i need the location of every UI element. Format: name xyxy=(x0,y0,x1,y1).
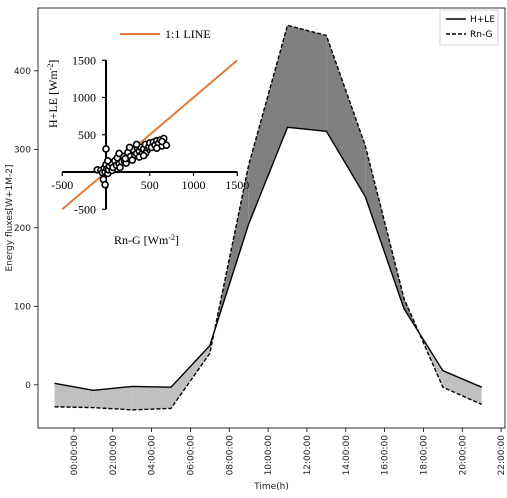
fill-regions xyxy=(54,25,482,410)
fill-segment xyxy=(171,345,210,409)
x-axis-title: Time(h) xyxy=(253,482,289,492)
legend: H+LE Rn-G xyxy=(439,9,499,46)
x-tick-label: 04:00:00 xyxy=(148,435,158,476)
inset-point xyxy=(139,151,148,160)
inset-x-tick-label: 1000 xyxy=(182,178,206,192)
x-tick-label: 12:00:00 xyxy=(303,435,313,476)
y-tick-label: 200 xyxy=(14,224,31,234)
inset-x-ticks: -500050010001500 xyxy=(51,172,249,192)
y-tick-label: 400 xyxy=(14,67,31,77)
plot-frame xyxy=(37,7,506,429)
x-tick-label: 02:00:00 xyxy=(109,435,119,476)
inset-point xyxy=(121,154,130,163)
fill-segment xyxy=(442,370,482,405)
inset-point xyxy=(153,144,161,152)
inset-x-axis-title: Rn-G [Wm-2] xyxy=(114,233,179,248)
y-axis-title: Energy fluxes[W+1M-2] xyxy=(5,165,15,272)
inset-point xyxy=(125,143,134,152)
inset-point xyxy=(116,163,124,172)
inset-y-tick-label: -500 xyxy=(74,202,96,216)
inset-point xyxy=(162,141,171,149)
y-axis-ticks: 0 100 200 300 400 xyxy=(14,67,38,391)
inset-y-tick-label: 1500 xyxy=(72,53,96,67)
inset-x-tick-label: -500 xyxy=(51,178,73,192)
x-tick-label: 14:00:00 xyxy=(342,435,352,476)
inset-scatter: 1:1 LINE -500050010001500 -5005001000150… xyxy=(46,27,250,247)
legend-box xyxy=(439,9,499,46)
inset-x-tick-label: 1500 xyxy=(225,178,249,192)
one-to-one-label: 1:1 LINE xyxy=(165,27,211,41)
fill-segment xyxy=(93,386,133,410)
y-tick-label: 300 xyxy=(14,145,31,155)
inset-x-tick-label: 500 xyxy=(141,178,159,192)
fill-segment xyxy=(248,25,288,224)
x-tick-label: 18:00:00 xyxy=(419,435,429,476)
x-tick-label: 22:00:00 xyxy=(497,435,507,476)
legend-label-rn-g: Rn-G xyxy=(470,30,493,40)
inset-y-axis-title: H+LE [Wm-2] xyxy=(46,60,61,128)
one-to-one-line xyxy=(61,59,238,211)
series-line-rn-g xyxy=(54,24,482,411)
fill-segment xyxy=(54,383,94,408)
x-tick-label: 20:00:00 xyxy=(458,435,468,476)
x-tick-label: 16:00:00 xyxy=(381,435,391,476)
inset-point xyxy=(102,145,110,153)
fill-segment xyxy=(404,298,419,333)
fill-segment xyxy=(365,145,405,309)
inset-point xyxy=(132,140,141,149)
inset-y-ticks: -500 500 1000 1500 xyxy=(72,53,106,216)
x-tick-label: 10:00:00 xyxy=(264,435,274,476)
inset-y-tick-label: 500 xyxy=(78,128,96,142)
x-axis-ticks: 00:00:00 02:00:00 04:00:00 06:00:00 08:00:00… xyxy=(70,428,507,475)
fill-segment xyxy=(326,35,366,197)
x-tick-label: 00:00:00 xyxy=(70,435,80,476)
series-lines xyxy=(54,24,482,411)
fill-segment xyxy=(418,332,443,388)
main-plot: 00:00:00 02:00:00 04:00:00 06:00:00 08:00:00… xyxy=(5,7,507,492)
y-tick-label: 0 xyxy=(25,381,31,391)
inset-point xyxy=(115,149,123,158)
inset-y-tick-label: 1000 xyxy=(72,91,96,105)
legend-label-h-le: H+LE xyxy=(470,15,495,25)
inset-point xyxy=(101,180,109,189)
fill-segment xyxy=(287,25,327,132)
fill-segment xyxy=(132,386,172,410)
y-tick-label: 100 xyxy=(14,302,31,312)
x-tick-label: 08:00:00 xyxy=(225,435,235,476)
inset-point xyxy=(104,157,112,165)
x-tick-label: 06:00:00 xyxy=(186,435,196,476)
series-line-h-le xyxy=(54,126,482,392)
inset-points xyxy=(93,134,171,189)
